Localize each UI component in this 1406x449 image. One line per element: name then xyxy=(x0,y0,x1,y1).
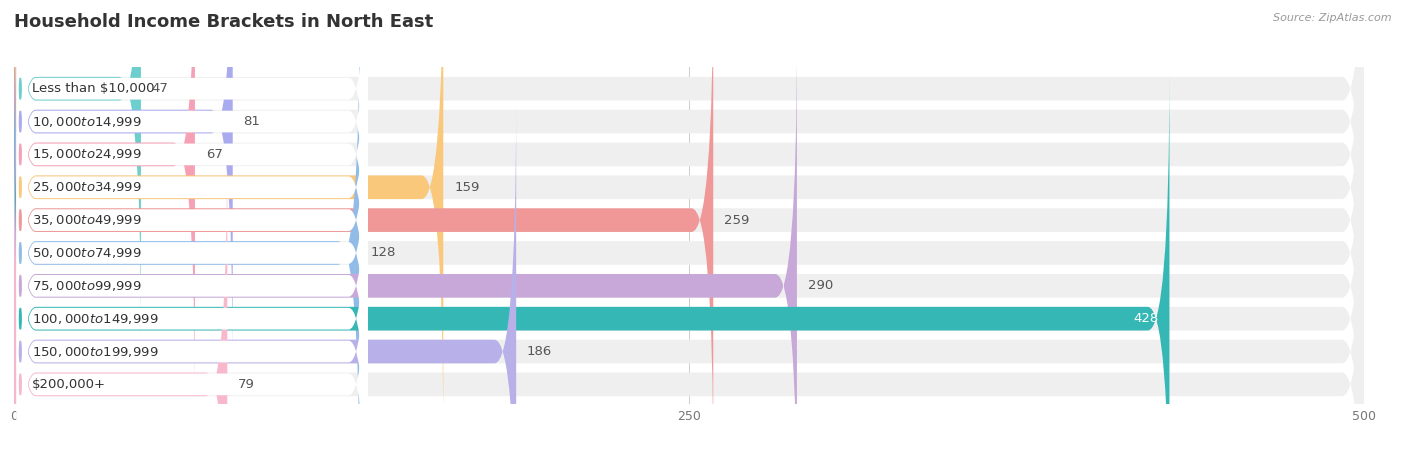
FancyBboxPatch shape xyxy=(14,0,141,340)
FancyBboxPatch shape xyxy=(14,0,713,449)
FancyBboxPatch shape xyxy=(14,35,797,449)
Text: $10,000 to $14,999: $10,000 to $14,999 xyxy=(32,114,142,128)
Circle shape xyxy=(20,341,21,362)
Text: 128: 128 xyxy=(370,247,395,260)
Circle shape xyxy=(20,275,21,296)
FancyBboxPatch shape xyxy=(17,1,368,439)
Text: $100,000 to $149,999: $100,000 to $149,999 xyxy=(32,312,159,326)
FancyBboxPatch shape xyxy=(17,67,368,449)
Circle shape xyxy=(20,78,21,99)
FancyBboxPatch shape xyxy=(14,2,360,449)
FancyBboxPatch shape xyxy=(14,0,1364,438)
FancyBboxPatch shape xyxy=(14,0,195,405)
FancyBboxPatch shape xyxy=(14,68,1364,449)
FancyBboxPatch shape xyxy=(14,133,228,449)
Circle shape xyxy=(20,374,21,395)
Text: 47: 47 xyxy=(152,82,169,95)
Text: $25,000 to $34,999: $25,000 to $34,999 xyxy=(32,180,142,194)
Text: 67: 67 xyxy=(205,148,222,161)
Circle shape xyxy=(20,210,21,231)
Circle shape xyxy=(20,177,21,198)
Text: 428: 428 xyxy=(1133,312,1159,325)
Circle shape xyxy=(20,144,21,165)
Text: 290: 290 xyxy=(807,279,832,292)
Text: Less than $10,000: Less than $10,000 xyxy=(32,82,155,95)
FancyBboxPatch shape xyxy=(17,100,368,449)
Text: 79: 79 xyxy=(238,378,254,391)
FancyBboxPatch shape xyxy=(14,0,1364,373)
Text: 186: 186 xyxy=(527,345,553,358)
FancyBboxPatch shape xyxy=(14,0,1364,449)
FancyBboxPatch shape xyxy=(14,0,1364,405)
FancyBboxPatch shape xyxy=(14,133,1364,449)
FancyBboxPatch shape xyxy=(17,0,368,341)
FancyBboxPatch shape xyxy=(14,101,516,449)
Text: Source: ZipAtlas.com: Source: ZipAtlas.com xyxy=(1274,13,1392,23)
FancyBboxPatch shape xyxy=(14,0,1364,340)
FancyBboxPatch shape xyxy=(14,0,443,438)
FancyBboxPatch shape xyxy=(14,2,1364,449)
FancyBboxPatch shape xyxy=(17,0,368,308)
FancyBboxPatch shape xyxy=(14,101,1364,449)
Text: $15,000 to $24,999: $15,000 to $24,999 xyxy=(32,147,142,161)
Text: $50,000 to $74,999: $50,000 to $74,999 xyxy=(32,246,142,260)
FancyBboxPatch shape xyxy=(17,34,368,449)
Text: 159: 159 xyxy=(454,181,479,194)
Text: Household Income Brackets in North East: Household Income Brackets in North East xyxy=(14,13,433,31)
FancyBboxPatch shape xyxy=(17,132,368,449)
Circle shape xyxy=(20,111,21,132)
Text: $35,000 to $49,999: $35,000 to $49,999 xyxy=(32,213,142,227)
Text: $75,000 to $99,999: $75,000 to $99,999 xyxy=(32,279,142,293)
Text: 259: 259 xyxy=(724,214,749,227)
Circle shape xyxy=(20,242,21,264)
Text: 81: 81 xyxy=(243,115,260,128)
FancyBboxPatch shape xyxy=(17,0,368,374)
FancyBboxPatch shape xyxy=(14,68,1170,449)
FancyBboxPatch shape xyxy=(14,35,1364,449)
Text: $150,000 to $199,999: $150,000 to $199,999 xyxy=(32,344,159,359)
Circle shape xyxy=(20,308,21,329)
FancyBboxPatch shape xyxy=(14,0,233,373)
FancyBboxPatch shape xyxy=(17,0,368,406)
FancyBboxPatch shape xyxy=(17,165,368,449)
Text: $200,000+: $200,000+ xyxy=(32,378,105,391)
